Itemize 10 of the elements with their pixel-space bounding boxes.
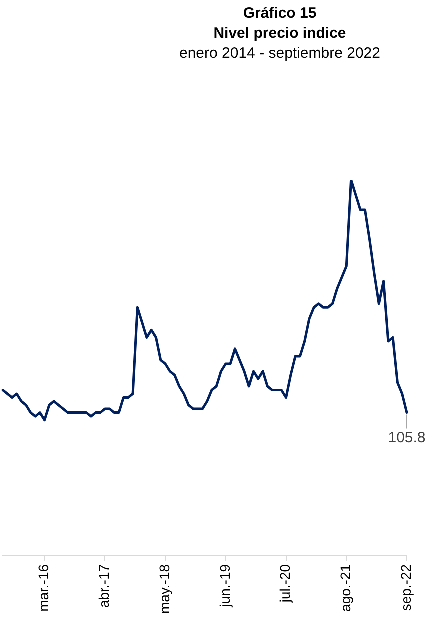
x-tick-label: ago.-21: [337, 564, 354, 612]
x-tick-label: may.-18: [156, 564, 172, 614]
x-tick-label: mar.-16: [36, 564, 52, 612]
x-tick-label: jun.-19: [216, 564, 233, 608]
x-tick-label: sep.-22: [398, 564, 414, 612]
x-tick-label: jul.-20: [277, 564, 294, 604]
chart-title: Gráfico 15 Nivel precio indice: [212, 4, 348, 44]
x-tick-label: abr.-17: [96, 564, 112, 608]
chart-subtitle: enero 2014 - septiembre 2022: [178, 44, 382, 64]
annotation: 105.8: [388, 429, 426, 446]
